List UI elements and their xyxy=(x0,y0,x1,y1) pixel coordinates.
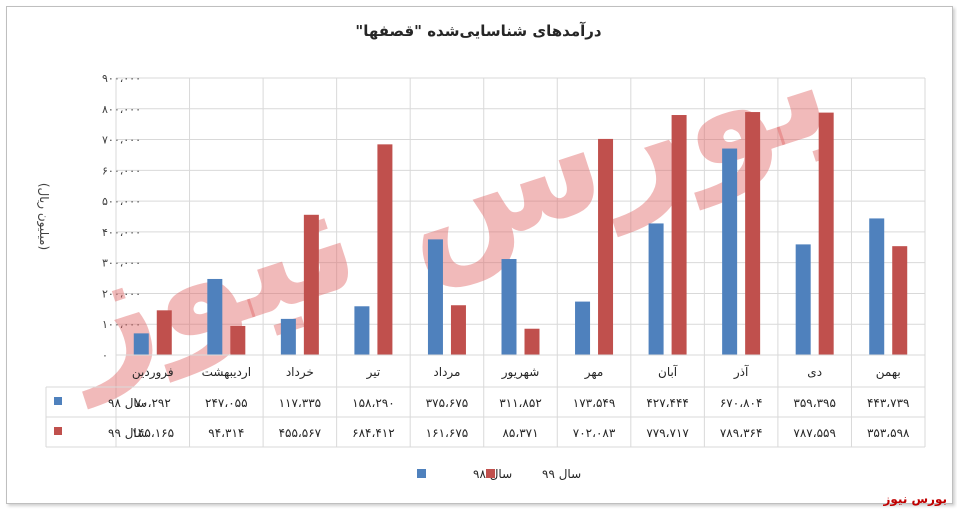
y-tick-label: ۱۰۰،۰۰۰ xyxy=(102,318,141,331)
y-axis-label: (میلیون ریال) xyxy=(36,183,51,250)
y-tick-label: ۵۰۰،۰۰۰ xyxy=(102,195,141,208)
table-value: ۱۷۳،۵۴۹ xyxy=(573,396,616,410)
table-value: ۷۷۹،۷۱۷ xyxy=(646,426,689,440)
bar-series2 xyxy=(671,115,687,355)
category-label: بهمن xyxy=(876,365,901,380)
bar-series2 xyxy=(745,112,761,355)
y-tick-label: ۹۰۰،۰۰۰ xyxy=(102,72,141,85)
bar-series2 xyxy=(892,246,908,355)
bar-series2 xyxy=(818,112,834,355)
bar-series1 xyxy=(280,318,296,355)
table-legend-key xyxy=(54,397,62,405)
bar-series2 xyxy=(524,328,540,355)
table-value: ۶۷۰،۸۰۴ xyxy=(720,396,763,410)
table-value: ۷۸۹،۳۶۴ xyxy=(720,426,763,440)
bar-series1 xyxy=(427,239,443,355)
y-tick-label: ۲۰۰،۰۰۰ xyxy=(102,287,141,300)
chart-title: درآمدهای شناسایی‌شده "قصفها" xyxy=(355,22,602,40)
table-value: ۷۰،۲۹۲ xyxy=(135,396,171,410)
table-legend-key xyxy=(54,427,62,435)
y-tick-label: ۴۰۰،۰۰۰ xyxy=(102,226,141,239)
bar-series2 xyxy=(450,305,466,355)
category-label: تیر xyxy=(366,365,381,380)
bar-series2 xyxy=(230,325,246,355)
table-value: ۱۵۸،۲۹۰ xyxy=(352,396,395,410)
table-value: ۳۵۳،۵۹۸ xyxy=(867,426,910,440)
source-label: بورس نیوز xyxy=(883,492,947,506)
table-value: ۴۲۷،۴۴۴ xyxy=(646,396,689,410)
table-value: ۹۴،۳۱۴ xyxy=(208,426,244,440)
bar-series1 xyxy=(795,244,811,355)
category-label: فروردین xyxy=(132,365,174,380)
table-value: ۴۴۳،۷۳۹ xyxy=(867,396,910,410)
bar-series2 xyxy=(598,138,614,355)
table-series-name: سال ۹۸ xyxy=(108,396,147,410)
table-value: ۴۵۵،۵۶۷ xyxy=(279,426,322,440)
bar-series2 xyxy=(156,310,172,355)
table-value: ۳۷۵،۶۷۵ xyxy=(426,396,469,410)
table-value: ۷۸۷،۵۵۹ xyxy=(793,426,836,440)
y-tick-label: ۳۰۰،۰۰۰ xyxy=(102,257,141,270)
table-value: ۸۵،۳۷۱ xyxy=(502,426,538,440)
table-value: ۲۴۷،۰۵۵ xyxy=(205,396,248,410)
table-value: ۳۵۹،۳۹۵ xyxy=(793,396,836,410)
bar-series2 xyxy=(377,144,393,355)
bar-series1 xyxy=(354,306,370,355)
bar-series2 xyxy=(303,214,319,355)
category-label: مهر xyxy=(584,365,604,380)
legend-label-series2: سال ۹۹ xyxy=(542,467,581,481)
legend-key-series1 xyxy=(417,469,426,478)
bar-series1 xyxy=(869,218,885,355)
y-tick-label: ۶۰۰،۰۰۰ xyxy=(102,164,141,177)
table-value: ۳۱۱،۸۵۲ xyxy=(499,396,542,410)
category-label: اردیبهشت xyxy=(202,365,251,380)
table-value: ۷۰۲،۰۸۳ xyxy=(573,426,616,440)
plot-area xyxy=(116,78,925,355)
y-tick-label: ۸۰۰،۰۰۰ xyxy=(102,103,141,116)
table-series-name: سال ۹۹ xyxy=(108,426,147,440)
y-tick-label: ۰ xyxy=(102,349,108,362)
table-value: ۱۶۱،۶۷۵ xyxy=(426,426,469,440)
category-label: خرداد xyxy=(286,365,314,380)
table-value: ۶۸۴،۴۱۲ xyxy=(352,426,395,440)
legend-key-series2 xyxy=(486,469,495,478)
bar-series1 xyxy=(501,259,517,355)
table-value: ۱۴۵،۱۶۵ xyxy=(131,426,174,440)
table-value: ۱۱۷،۳۳۵ xyxy=(279,396,322,410)
bar-series1 xyxy=(648,223,664,355)
category-label: آبان xyxy=(658,364,678,379)
category-label: آذر xyxy=(733,364,749,380)
bar-series1 xyxy=(722,148,738,355)
category-label: مرداد xyxy=(433,365,460,380)
category-label: دی xyxy=(807,365,822,379)
bar-series1 xyxy=(207,278,223,355)
y-tick-label: ۷۰۰،۰۰۰ xyxy=(102,134,141,147)
category-label: شهریور xyxy=(501,365,540,380)
bar-series1 xyxy=(133,333,149,355)
bar-series1 xyxy=(575,301,591,355)
